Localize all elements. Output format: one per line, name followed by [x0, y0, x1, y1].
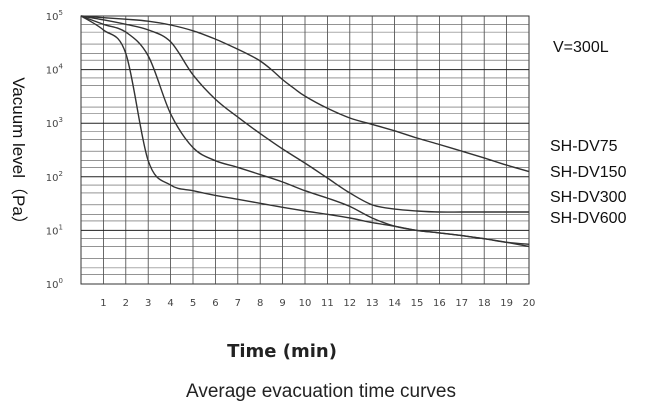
series-label-sh-dv600: SH-DV600: [550, 210, 627, 227]
x-tick-label: 20: [523, 298, 536, 309]
x-tick-label: 3: [145, 298, 151, 309]
x-tick-label: 2: [123, 298, 129, 309]
x-tick-labels: 1 2 3 4 5 6 7 8 9 10 11 12 13 14 15 16 17 18 19 20: [100, 298, 535, 309]
y-tick-label: 100: [46, 277, 63, 291]
x-tick-label: 5: [190, 298, 196, 309]
x-tick-label: 6: [212, 298, 218, 309]
x-tick-label: 4: [167, 298, 173, 309]
x-tick-label: 12: [343, 298, 356, 309]
x-tick-label: 16: [433, 298, 446, 309]
x-tick-label: 19: [500, 298, 513, 309]
chart-caption: Average evacuation time curves: [186, 381, 456, 402]
x-tick-label: 1: [100, 298, 106, 309]
y-tick-label: 102: [46, 170, 63, 184]
grid: [80, 15, 530, 285]
y-tick-label: 101: [46, 223, 63, 237]
x-tick-label: 9: [279, 298, 285, 309]
series-label-sh-dv75: SH-DV75: [550, 138, 618, 155]
x-tick-label: 17: [455, 298, 468, 309]
x-tick-label: 11: [321, 298, 334, 309]
x-tick-label: 10: [299, 298, 312, 309]
x-tick-label: 18: [478, 298, 491, 309]
x-tick-label: 14: [388, 298, 401, 309]
y-tick-label: 105: [46, 9, 63, 23]
y-tick-label: 103: [46, 116, 63, 130]
y-axis-title: Vacuum level（Pa）: [9, 77, 28, 233]
curves: [80, 15, 530, 248]
y-tick-label: 104: [46, 63, 64, 77]
x-tick-label: 8: [257, 298, 263, 309]
x-axis-title: Time (min): [227, 341, 337, 362]
x-tick-label: 15: [411, 298, 424, 309]
y-tick-labels: 105 104 103 102 101 100: [46, 9, 64, 291]
series-line-sh-dv75: [80, 15, 530, 173]
series-line-sh-dv600: [80, 15, 530, 245]
volume-note: V=300L: [553, 39, 609, 56]
series-label-sh-dv150: SH-DV150: [550, 164, 627, 181]
series-label-sh-dv300: SH-DV300: [550, 189, 627, 206]
x-tick-label: 13: [366, 298, 379, 309]
series-labels: SH-DV75 SH-DV150 SH-DV300 SH-DV600: [550, 138, 627, 227]
x-tick-label: 7: [235, 298, 241, 309]
series-line-sh-dv150: [80, 15, 529, 213]
